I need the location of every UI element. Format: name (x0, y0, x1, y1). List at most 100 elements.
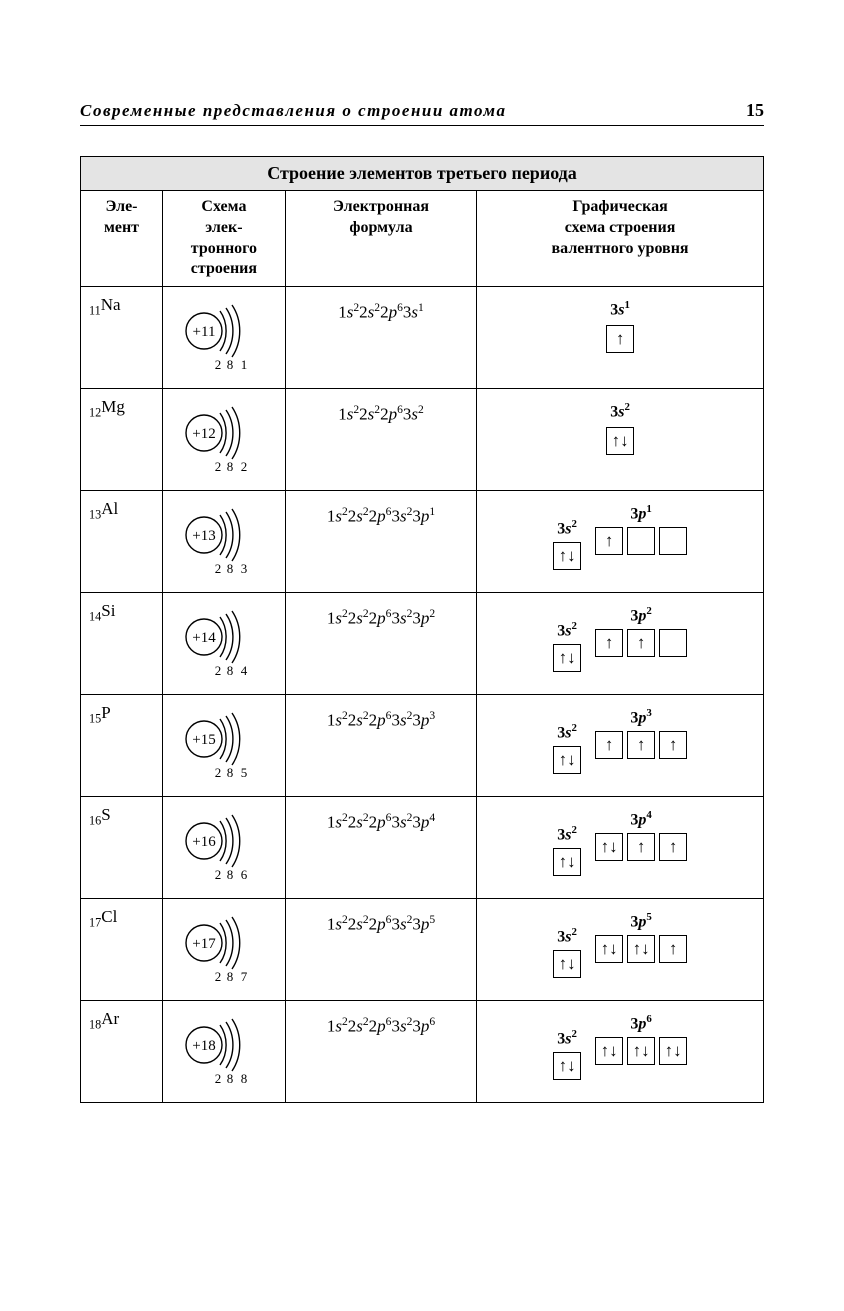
orbital-box: ↑↓ (606, 427, 634, 455)
orbital-diagram: 3s2 ↑↓ (481, 395, 759, 454)
svg-text:2: 2 (215, 663, 222, 678)
svg-text:+15: +15 (192, 732, 215, 748)
table-row: 14Si +14 284 1s22s22p63s23p2 3s2 ↑↓ 3p2 … (81, 593, 764, 695)
orbital-box: ↑ (595, 527, 623, 555)
cell-formula: 1s22s22p63s23p5 (285, 899, 476, 1001)
electron-formula: 1s22s22p63s1 (290, 293, 472, 323)
cell-shell: +15 285 (162, 695, 285, 797)
cell-formula: 1s22s22p63s2 (285, 389, 476, 491)
orbital-box: ↑ (659, 731, 687, 759)
cell-shell: +17 287 (162, 899, 285, 1001)
table-row: 11Na +11 281 1s22s22p63s1 3s1 ↑ (81, 287, 764, 389)
svg-text:2: 2 (241, 459, 248, 474)
orbital-box: ↑↓ (595, 935, 623, 963)
orbital-box: ↑ (627, 731, 655, 759)
orbital-box: ↑↓ (595, 1037, 623, 1065)
running-head: Современные представления о строении ато… (80, 100, 764, 126)
svg-text:+13: +13 (192, 528, 215, 544)
table-row: 17Cl +17 287 1s22s22p63s23p5 3s2 ↑↓ 3p5 … (81, 899, 764, 1001)
svg-text:8: 8 (227, 765, 234, 780)
svg-text:8: 8 (227, 969, 234, 984)
orbital-diagram: 3s2 ↑↓ 3p6 ↑↓↑↓↑↓ (481, 1007, 759, 1064)
orbital-box: ↑↓ (595, 833, 623, 861)
svg-text:4: 4 (241, 663, 248, 678)
orbital-box: ↑ (595, 629, 623, 657)
table-row: 12Mg +12 282 1s22s22p63s2 3s2 ↑↓ (81, 389, 764, 491)
orbital-box: ↑↓ (553, 1052, 581, 1080)
svg-text:2: 2 (215, 765, 222, 780)
element-symbol: 17Cl (85, 905, 158, 930)
svg-text:8: 8 (227, 459, 234, 474)
cell-element: 18Ar (81, 1001, 163, 1103)
shell-diagram: +12 282 (167, 395, 281, 484)
svg-text:7: 7 (241, 969, 248, 984)
svg-text:+16: +16 (192, 834, 216, 850)
svg-text:8: 8 (227, 1071, 234, 1086)
table-row: 18Ar +18 288 1s22s22p63s23p6 3s2 ↑↓ 3p6 … (81, 1001, 764, 1103)
orbital-box: ↑↓ (553, 644, 581, 672)
orbital-box: ↑↓ (553, 848, 581, 876)
orbital-box: ↑ (627, 629, 655, 657)
electron-formula: 1s22s22p63s23p3 (290, 701, 472, 731)
page: Современные представления о строении ато… (0, 0, 844, 1311)
orbital-diagram: 3s2 ↑↓ 3p5 ↑↓↑↓↑ (481, 905, 759, 962)
cell-formula: 1s22s22p63s23p2 (285, 593, 476, 695)
shell-diagram: +14 284 (167, 599, 281, 688)
cell-formula: 1s22s22p63s23p6 (285, 1001, 476, 1103)
electron-formula: 1s22s22p63s23p2 (290, 599, 472, 629)
svg-text:8: 8 (227, 357, 234, 372)
orbital-box: ↑ (659, 935, 687, 963)
table-title: Строение элементов третьего периода (81, 157, 764, 191)
electron-formula: 1s22s22p63s23p5 (290, 905, 472, 935)
cell-orbitals: 3s2 ↑↓ 3p1 ↑ (477, 491, 764, 593)
col-head-scheme: Схемаэлек-тронногостроения (162, 191, 285, 287)
electron-formula: 1s22s22p63s23p6 (290, 1007, 472, 1037)
cell-orbitals: 3s2 ↑↓ (477, 389, 764, 491)
element-symbol: 16S (85, 803, 158, 828)
cell-orbitals: 3s2 ↑↓ 3p3 ↑↑↑ (477, 695, 764, 797)
svg-text:2: 2 (215, 459, 222, 474)
cell-orbitals: 3s2 ↑↓ 3p6 ↑↓↑↓↑↓ (477, 1001, 764, 1103)
orbital-diagram: 3s2 ↑↓ 3p3 ↑↑↑ (481, 701, 759, 758)
orbital-box: ↑↓ (627, 935, 655, 963)
svg-text:2: 2 (215, 357, 222, 372)
cell-element: 17Cl (81, 899, 163, 1001)
orbital-box (659, 629, 687, 657)
shell-diagram: +16 286 (167, 803, 281, 892)
electron-formula: 1s22s22p63s23p4 (290, 803, 472, 833)
element-symbol: 15P (85, 701, 158, 726)
orbital-box: ↑↓ (553, 746, 581, 774)
orbital-box (659, 527, 687, 555)
orbital-box: ↑↓ (553, 950, 581, 978)
shell-diagram: +18 288 (167, 1007, 281, 1096)
orbital-box: ↑↓ (553, 542, 581, 570)
cell-shell: +12 282 (162, 389, 285, 491)
element-symbol: 14Si (85, 599, 158, 624)
running-title: Современные представления о строении ато… (80, 101, 507, 121)
cell-formula: 1s22s22p63s23p4 (285, 797, 476, 899)
svg-text:2: 2 (215, 867, 222, 882)
cell-orbitals: 3s2 ↑↓ 3p2 ↑↑ (477, 593, 764, 695)
svg-text:+18: +18 (192, 1038, 215, 1054)
table-row: 15P +15 285 1s22s22p63s23p3 3s2 ↑↓ 3p3 ↑… (81, 695, 764, 797)
orbital-box: ↑↓ (627, 1037, 655, 1065)
svg-text:2: 2 (215, 1071, 222, 1086)
orbital-box: ↑ (659, 833, 687, 861)
svg-text:8: 8 (227, 663, 234, 678)
svg-text:8: 8 (227, 867, 234, 882)
orbital-diagram: 3s2 ↑↓ 3p2 ↑↑ (481, 599, 759, 656)
element-symbol: 18Ar (85, 1007, 158, 1032)
shell-diagram: +11 281 (167, 293, 281, 382)
cell-orbitals: 3s2 ↑↓ 3p5 ↑↓↑↓↑ (477, 899, 764, 1001)
shell-diagram: +15 285 (167, 701, 281, 790)
cell-shell: +13 283 (162, 491, 285, 593)
cell-element: 13Al (81, 491, 163, 593)
element-symbol: 11Na (85, 293, 158, 318)
svg-text:8: 8 (227, 561, 234, 576)
cell-orbitals: 3s2 ↑↓ 3p4 ↑↓↑↑ (477, 797, 764, 899)
cell-formula: 1s22s22p63s23p1 (285, 491, 476, 593)
orbital-diagram: 3s2 ↑↓ 3p1 ↑ (481, 497, 759, 554)
orbital-diagram: 3s1 ↑ (481, 293, 759, 352)
svg-text:5: 5 (241, 765, 248, 780)
cell-element: 11Na (81, 287, 163, 389)
